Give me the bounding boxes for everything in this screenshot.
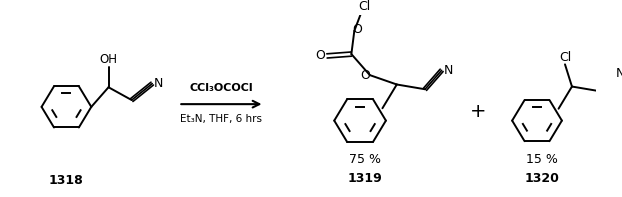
Text: 1320: 1320 (524, 172, 559, 185)
Text: N: N (154, 77, 164, 90)
Text: OH: OH (100, 53, 118, 66)
Text: 15 %: 15 % (526, 153, 558, 166)
Text: Cl: Cl (559, 51, 571, 64)
Text: CCl₃OCOCl: CCl₃OCOCl (190, 83, 253, 93)
Text: 1318: 1318 (49, 174, 84, 187)
Text: Et₃N, THF, 6 hrs: Et₃N, THF, 6 hrs (180, 114, 262, 124)
Text: N: N (616, 67, 622, 80)
Text: N: N (443, 64, 453, 77)
Text: O: O (360, 69, 370, 82)
Text: O: O (315, 49, 325, 62)
Text: 1319: 1319 (348, 172, 383, 185)
Text: O: O (352, 22, 362, 35)
Text: +: + (470, 102, 486, 121)
Text: Cl: Cl (358, 0, 371, 13)
Text: 75 %: 75 % (349, 153, 381, 166)
